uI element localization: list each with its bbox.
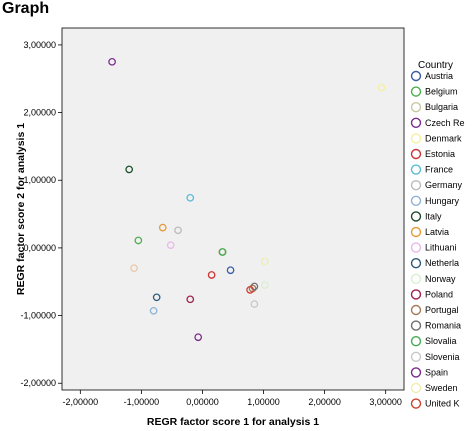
page-title: Graph: [2, 0, 50, 17]
legend-marker: [410, 211, 422, 222]
legend-marker: [410, 226, 422, 238]
legend-label: Norway: [425, 274, 456, 284]
point-slovenia: [250, 300, 259, 308]
point-estonia: [207, 271, 216, 279]
point-norway: [260, 281, 269, 289]
point-slovalia: [218, 248, 227, 256]
legend-label: Bulgaria: [425, 102, 458, 112]
x-tick-label: 1,00000: [247, 397, 280, 407]
legend-marker: [410, 398, 422, 409]
legend-marker: [410, 117, 422, 129]
y-axis-title: REGR factor score 2 for analysis 1: [15, 123, 27, 295]
y-tick-label: -2,00000: [20, 378, 56, 388]
x-axis-title: REGR factor score 1 for analysis 1: [147, 416, 319, 428]
legend-label: Belgium: [425, 87, 458, 97]
legend-marker: [410, 86, 422, 97]
legend-marker: [410, 70, 422, 82]
legend-marker: [410, 367, 422, 378]
point-france: [186, 193, 195, 202]
legend-marker: [410, 336, 422, 347]
legend-label: Austria: [425, 71, 453, 81]
legend-marker: [410, 351, 422, 362]
point-denmark: [377, 83, 386, 92]
point-lithuani: [166, 241, 175, 250]
legend-marker: [410, 242, 422, 253]
y-tick-label: -1,00000: [20, 311, 56, 321]
point-unlabeled: [130, 264, 138, 273]
legend-marker: [410, 289, 422, 300]
legend-marker: [410, 320, 422, 331]
point-austria: [226, 266, 235, 275]
legend-label: Romania: [425, 321, 461, 331]
legend-label: Czech Re: [425, 118, 465, 128]
point-czech-re: [108, 57, 116, 66]
y-tick-label: 3,00000: [23, 40, 56, 50]
legend-title: Country: [418, 60, 453, 71]
legend-label: France: [425, 165, 453, 175]
legend-label: Slovalia: [425, 336, 457, 346]
legend-label: Portugal: [425, 305, 459, 315]
legend-marker: [410, 258, 422, 269]
point-italy: [125, 165, 134, 174]
legend-marker: [410, 133, 422, 144]
legend: Country Austria Belgium Bulgaria Czech Re De…: [410, 60, 465, 409]
x-tick-label: 0,00000: [186, 397, 219, 407]
x-axis: -2,00000 -1,00000 0,00000 1,00000 2,00000 3,0…: [63, 390, 402, 407]
point-poland: [186, 295, 195, 304]
point-belgium: [134, 236, 143, 245]
legend-marker: [410, 101, 422, 113]
legend-label: Spain: [425, 367, 448, 377]
y-tick-label: 0,00000: [23, 243, 56, 253]
point-latvia: [158, 223, 167, 232]
x-tick-label: 3,00000: [369, 397, 402, 407]
legend-marker: [410, 304, 422, 316]
legend-marker: [410, 179, 422, 191]
x-tick-label: 2,00000: [308, 397, 341, 407]
legend-marker: [410, 273, 422, 284]
y-tick-label: 1,00000: [23, 175, 56, 185]
y-axis: -2,00000 -1,00000 0,00000 1,00000 2,00000 3,0…: [20, 40, 62, 388]
point-spain: [194, 333, 203, 342]
legend-marker: [410, 195, 422, 207]
legend-label: United K: [425, 399, 460, 409]
point-hungary: [149, 306, 158, 315]
point-germany: [174, 226, 182, 235]
legend-label: Sweden: [425, 383, 458, 393]
point-netherla: [152, 293, 161, 302]
legend-label: Denmark: [425, 133, 462, 143]
plot-area: [61, 27, 405, 391]
x-tick-label: -2,00000: [63, 397, 99, 407]
legend-marker: [410, 382, 422, 394]
point-sweden: [260, 257, 269, 266]
legend-label: Latvia: [425, 227, 449, 237]
legend-label: Italy: [425, 211, 442, 221]
legend-marker: [410, 148, 422, 160]
x-tick-label: -1,00000: [124, 397, 160, 407]
legend-label: Hungary: [425, 196, 460, 206]
legend-label: Germany: [425, 180, 463, 190]
legend-label: Poland: [425, 289, 453, 299]
legend-label: Estonia: [425, 149, 455, 159]
legend-label: Slovenia: [425, 352, 460, 362]
legend-label: Netherla: [425, 258, 459, 268]
legend-marker: [410, 164, 422, 175]
point-united-k: [246, 286, 254, 294]
data-points: [108, 57, 386, 342]
y-tick-label: 2,00000: [23, 108, 56, 118]
legend-label: Lithuani: [425, 243, 457, 253]
